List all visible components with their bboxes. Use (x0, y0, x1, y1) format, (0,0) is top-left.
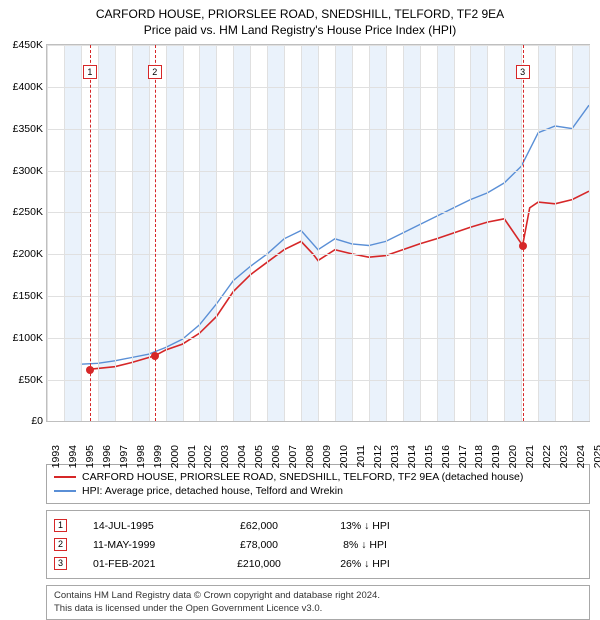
marker-pct-vs-hpi: 8% ↓ HPI (325, 539, 405, 551)
marker-pct-vs-hpi: 13% ↓ HPI (325, 520, 405, 532)
y-tick-label: £50K (18, 374, 43, 386)
marker-price: £78,000 (219, 539, 299, 551)
footer-attribution: Contains HM Land Registry data © Crown c… (46, 585, 590, 620)
x-tick-label: 2002 (202, 445, 214, 468)
x-tick-label: 2015 (423, 445, 435, 468)
x-tick-label: 1998 (135, 445, 147, 468)
x-tick-label: 2000 (169, 445, 181, 468)
x-tick-label: 2009 (321, 445, 333, 468)
marker-price: £62,000 (219, 520, 299, 532)
x-tick-label: 2003 (219, 445, 231, 468)
marker-dot-1 (86, 366, 94, 374)
x-tick-label: 1999 (152, 445, 164, 468)
y-tick-label: £400K (13, 81, 43, 93)
marker-vline-3 (523, 45, 524, 421)
marker-vline-2 (155, 45, 156, 421)
x-tick-label: 2005 (253, 445, 265, 468)
footer-line2: This data is licensed under the Open Gov… (54, 603, 582, 615)
title-block: CARFORD HOUSE, PRIORSLEE ROAD, SNEDSHILL… (0, 0, 600, 40)
marker-box-2: 2 (148, 65, 162, 79)
x-tick-label: 2014 (406, 445, 418, 468)
marker-number-box: 1 (54, 519, 67, 532)
marker-dot-3 (519, 242, 527, 250)
x-tick-label: 2018 (473, 445, 485, 468)
x-tick-label: 2011 (355, 445, 367, 468)
x-tick-label: 2008 (304, 445, 316, 468)
y-tick-label: £200K (13, 248, 43, 260)
legend: CARFORD HOUSE, PRIORSLEE ROAD, SNEDSHILL… (46, 464, 590, 504)
chart-container: CARFORD HOUSE, PRIORSLEE ROAD, SNEDSHILL… (0, 0, 600, 590)
x-tick-label: 2025 (592, 445, 600, 468)
y-tick-label: £350K (13, 123, 43, 135)
y-tick-label: £100K (13, 332, 43, 344)
y-axis: £0£50K£100K£150K£200K£250K£300K£350K£400… (1, 45, 45, 421)
legend-swatch (54, 490, 76, 492)
x-tick-label: 1993 (50, 445, 62, 468)
legend-label: HPI: Average price, detached house, Telf… (82, 485, 343, 497)
x-tick-label: 2006 (270, 445, 282, 468)
x-tick-label: 2016 (440, 445, 452, 468)
x-tick-label: 2012 (372, 445, 384, 468)
marker-box-1: 1 (83, 65, 97, 79)
y-tick-label: £150K (13, 290, 43, 302)
marker-table-row: 1 14-JUL-1995 £62,000 13% ↓ HPI (54, 516, 582, 535)
x-tick-label: 2020 (507, 445, 519, 468)
marker-number-box: 2 (54, 538, 67, 551)
y-tick-label: £450K (13, 39, 43, 51)
marker-table-row: 2 11-MAY-1999 £78,000 8% ↓ HPI (54, 535, 582, 554)
legend-item-hpi: HPI: Average price, detached house, Telf… (54, 484, 582, 498)
marker-date: 11-MAY-1999 (93, 539, 193, 551)
title-line2: Price paid vs. HM Land Registry's House … (10, 22, 590, 38)
x-tick-label: 2024 (575, 445, 587, 468)
title-line1: CARFORD HOUSE, PRIORSLEE ROAD, SNEDSHILL… (10, 6, 590, 22)
legend-swatch (54, 476, 76, 478)
y-tick-label: £0 (31, 415, 43, 427)
x-tick-label: 1996 (101, 445, 113, 468)
x-tick-label: 1995 (84, 445, 96, 468)
y-tick-label: £300K (13, 165, 43, 177)
footer-line1: Contains HM Land Registry data © Crown c… (54, 590, 582, 602)
marker-number-box: 3 (54, 557, 67, 570)
x-tick-label: 2010 (338, 445, 350, 468)
marker-box-3: 3 (516, 65, 530, 79)
marker-date: 14-JUL-1995 (93, 520, 193, 532)
x-tick-label: 2013 (389, 445, 401, 468)
marker-price: £210,000 (219, 558, 299, 570)
x-tick-label: 2022 (541, 445, 553, 468)
marker-date: 01-FEB-2021 (93, 558, 193, 570)
y-tick-label: £250K (13, 206, 43, 218)
marker-table-row: 3 01-FEB-2021 £210,000 26% ↓ HPI (54, 554, 582, 573)
x-tick-label: 1997 (118, 445, 130, 468)
marker-table: 1 14-JUL-1995 £62,000 13% ↓ HPI 2 11-MAY-1999… (46, 510, 590, 579)
marker-dot-2 (151, 352, 159, 360)
x-tick-label: 2004 (236, 445, 248, 468)
chart-plot-area: £0£50K£100K£150K£200K£250K£300K£350K£400… (46, 44, 590, 422)
x-tick-label: 2021 (524, 445, 536, 468)
x-axis: 1993199419951996199719981999200020012002… (47, 421, 589, 457)
legend-label: CARFORD HOUSE, PRIORSLEE ROAD, SNEDSHILL… (82, 471, 523, 483)
x-tick-label: 2007 (287, 445, 299, 468)
x-tick-label: 1994 (67, 445, 79, 468)
legend-item-price-paid: CARFORD HOUSE, PRIORSLEE ROAD, SNEDSHILL… (54, 470, 582, 484)
x-tick-label: 2017 (457, 445, 469, 468)
x-tick-label: 2001 (186, 445, 198, 468)
x-tick-label: 2019 (490, 445, 502, 468)
x-tick-label: 2023 (558, 445, 570, 468)
marker-pct-vs-hpi: 26% ↓ HPI (325, 558, 405, 570)
